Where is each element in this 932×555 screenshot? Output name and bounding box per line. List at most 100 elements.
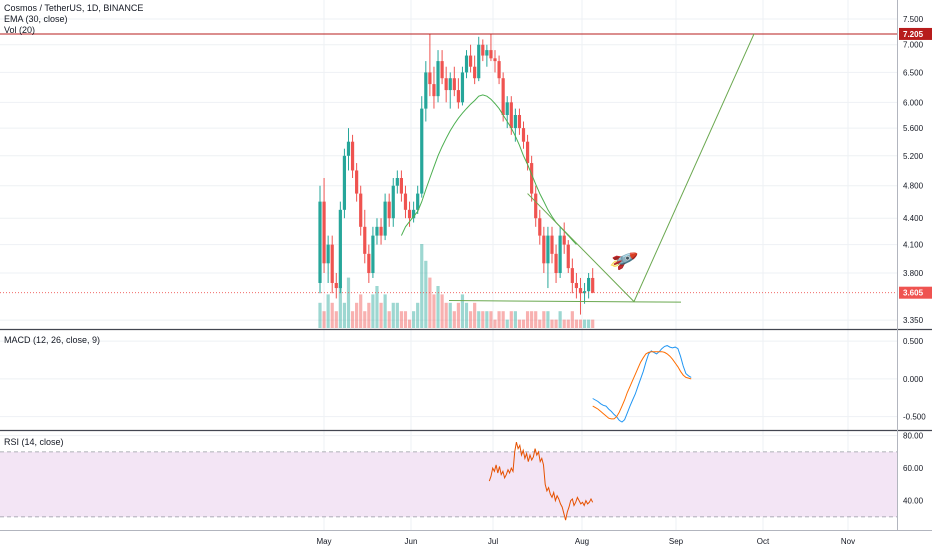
volume-bar (570, 311, 574, 328)
price-tick-label: 7.000 (903, 41, 924, 50)
volume-bar (387, 311, 391, 328)
volume-bar (558, 311, 562, 328)
volume-bar (517, 319, 522, 328)
volume-bar (493, 319, 497, 328)
candle-body (485, 50, 489, 56)
volume-bar (346, 277, 351, 328)
candle-body (525, 141, 530, 164)
volume-bar (318, 302, 322, 328)
ema-legend[interactable]: EMA (30, close) (4, 14, 68, 24)
candle-body (509, 102, 513, 129)
volume-bar (587, 319, 591, 328)
candle-body (350, 141, 355, 171)
candle-body (322, 201, 326, 264)
volume-bar (489, 311, 493, 328)
vol-legend[interactable]: Vol (20) (4, 25, 36, 35)
candle-body (391, 185, 395, 219)
volume-bar (538, 319, 542, 328)
volume-bar (481, 311, 485, 328)
candle-body (420, 108, 424, 194)
volume-bar (403, 311, 408, 328)
candle-body (416, 193, 420, 210)
price-tick-label: 5.600 (903, 124, 924, 133)
volume-bar (322, 311, 326, 328)
price-tick-label: 4.400 (903, 214, 924, 223)
candle-body (574, 282, 579, 289)
rsi-legend[interactable]: RSI (14, close) (4, 437, 64, 447)
volume-bar (460, 294, 465, 328)
candle-body (363, 226, 367, 254)
volume-bar (342, 302, 347, 328)
candle-body (562, 235, 566, 245)
time-tick-label: Nov (841, 537, 855, 546)
volume-bar (546, 311, 550, 328)
volume-bar (574, 319, 579, 328)
volume-bar (428, 277, 432, 328)
candle-body (338, 209, 342, 289)
candle-body (550, 235, 554, 254)
candle-body (428, 72, 432, 85)
candle-body (412, 209, 416, 219)
candle-body (318, 201, 322, 283)
macd-legend[interactable]: MACD (12, 26, close, 9) (4, 335, 101, 345)
candle-body (477, 44, 481, 79)
support-line (448, 300, 682, 303)
candle-body (591, 277, 595, 293)
price-tick-label: 3.800 (903, 269, 924, 278)
volume-bar (363, 311, 367, 328)
candle-body (342, 155, 347, 210)
candle-body (497, 61, 501, 79)
macd-tick-label: 0.500 (903, 337, 924, 346)
price-tick-label: 4.800 (903, 182, 924, 191)
candle-body (513, 115, 517, 129)
time-tick-label: Aug (575, 537, 589, 546)
rsi-tick-label: 60.00 (903, 464, 924, 473)
volume-bar (542, 311, 546, 328)
candle-body (534, 193, 538, 219)
candle-body (399, 178, 403, 194)
volume-bar (375, 286, 379, 328)
candle-body (452, 78, 456, 91)
candle-body (582, 291, 587, 294)
candle-body (464, 55, 469, 73)
candle-body (440, 61, 444, 79)
volume-bar (371, 294, 375, 328)
volume-bar (468, 311, 473, 328)
volume-bar (554, 319, 558, 328)
volume-bar (566, 319, 570, 328)
volume-bar (407, 319, 412, 328)
candle-body (554, 253, 558, 274)
candle-body (367, 253, 371, 274)
candle-body (493, 58, 497, 62)
candle-body (558, 235, 562, 274)
candle-body (387, 201, 391, 219)
volume-bar (456, 302, 460, 328)
volume-bar (399, 311, 403, 328)
candle-body (538, 218, 542, 236)
candle-body (489, 50, 493, 59)
candle-body (481, 44, 485, 56)
symbol-legend[interactable]: Cosmos / TetherUS, 1D, BINANCE (4, 3, 144, 13)
volume-bar (485, 311, 489, 328)
last-price-tag (899, 286, 932, 299)
candle-body (371, 235, 375, 274)
volume-bar (578, 319, 583, 328)
time-tick-label: Jun (405, 537, 418, 546)
volume-bar (497, 311, 501, 328)
volume-bar (367, 302, 371, 328)
candle-body (517, 115, 522, 129)
candle-body (407, 209, 412, 219)
candle-body (505, 102, 509, 116)
volume-bar (440, 294, 444, 328)
volume-bar (416, 302, 420, 328)
candle-body (334, 282, 338, 289)
price-tick-label: 5.200 (903, 152, 924, 161)
rsi-tick-label: 80.00 (903, 432, 924, 441)
volume-bar (448, 302, 452, 328)
candle-body (578, 288, 583, 294)
volume-bar (420, 244, 424, 328)
volume-bar (452, 311, 456, 328)
candle-body (379, 226, 383, 236)
volume-bar (562, 319, 566, 328)
